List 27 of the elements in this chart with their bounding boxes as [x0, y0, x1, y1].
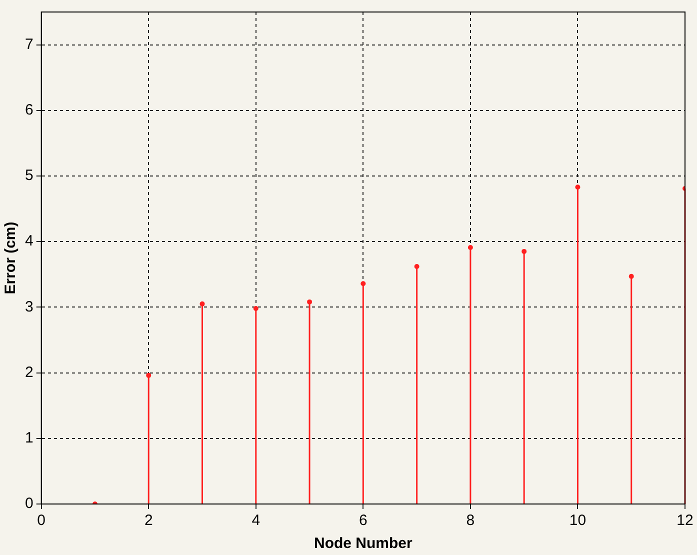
y-tick-label: 2: [25, 364, 34, 381]
x-tick-label: 10: [569, 512, 586, 530]
point: [360, 281, 366, 286]
y-tick-label: 0: [25, 495, 34, 512]
x-tick-label: 4: [252, 512, 260, 530]
x-tick-label: 0: [37, 512, 46, 530]
y-tick-label: 4: [25, 232, 34, 250]
point: [468, 245, 473, 250]
x-tick-label: 6: [359, 512, 368, 530]
x-axis-title: Node Number: [314, 535, 413, 552]
y-tick-label: 6: [25, 102, 34, 119]
x-tick-label: 2: [144, 512, 153, 530]
y-axis-title: Error (cm): [2, 222, 20, 294]
x-tick-label: 8: [466, 512, 475, 530]
point: [575, 184, 580, 190]
y-tick-label: 1: [25, 430, 34, 447]
y-tick-label: 7: [25, 36, 34, 53]
point: [200, 301, 205, 306]
point: [253, 306, 258, 312]
y-tick-label: 5: [25, 167, 34, 184]
point: [522, 248, 527, 254]
y-tick-label: 3: [25, 298, 34, 316]
point: [146, 372, 152, 378]
point: [628, 274, 634, 279]
x-tick-label: 12: [676, 512, 694, 530]
point: [307, 299, 312, 304]
point: [414, 264, 420, 270]
